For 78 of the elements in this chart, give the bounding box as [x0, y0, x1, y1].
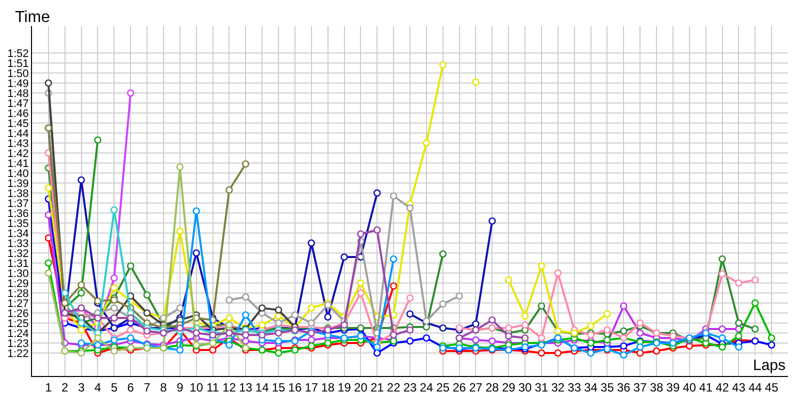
x-tick-label: 43: [732, 380, 746, 394]
x-tick-label: 41: [699, 380, 713, 394]
x-tick-label: 23: [403, 380, 417, 394]
x-tick-label: 3: [78, 380, 85, 394]
y-tick-label: 1:35: [7, 218, 29, 230]
x-tick-label: 26: [452, 380, 466, 394]
y-tick-label: 1:26: [7, 308, 29, 320]
x-tick-label: 44: [748, 380, 762, 394]
y-tick-label: 1:28: [7, 288, 29, 300]
x-tick-label: 35: [600, 380, 614, 394]
x-tick-label: 6: [127, 380, 134, 394]
y-tick-label: 1:29: [7, 278, 29, 290]
x-tick-label: 19: [338, 380, 352, 394]
x-tick-label: 36: [616, 380, 631, 394]
x-tick-label: 13: [238, 380, 253, 394]
x-tick-label: 38: [650, 380, 664, 394]
x-tick-label: 1: [45, 380, 52, 394]
x-tick-label: 20: [354, 380, 368, 394]
y-tick-label: 1:40: [7, 168, 29, 180]
x-tick-label: 8: [160, 380, 168, 394]
y-tick-label: 1:37: [7, 198, 29, 210]
y-tick-label: 1:32: [7, 248, 29, 260]
y-tick-label: 1:47: [7, 98, 29, 110]
x-tick-label: 27: [469, 380, 483, 394]
x-tick-label: 16: [288, 380, 302, 394]
x-tick-label: 15: [272, 380, 286, 394]
y-tick-label: 1:45: [7, 118, 29, 130]
y-tick-label: 1:36: [7, 208, 29, 220]
x-tick-label: 31: [534, 380, 548, 394]
x-tick-label: 45: [764, 380, 779, 394]
x-tick-label: 34: [584, 380, 598, 394]
x-tick-label: 22: [386, 380, 401, 394]
x-tick-label: 24: [420, 380, 434, 394]
y-tick-label: 1:33: [7, 238, 29, 250]
x-tick-label: 32: [551, 380, 565, 394]
y-tick-label: 1:42: [7, 148, 29, 160]
y-tick-label: 1:50: [7, 68, 29, 80]
x-tick-label: 39: [666, 380, 680, 394]
y-tick-label: 1:49: [7, 78, 29, 90]
x-tick-label: 9: [176, 380, 184, 394]
y-tick-label: 1:23: [7, 338, 29, 350]
y-tick-label: 1:31: [7, 258, 29, 270]
x-tick-label: 10: [190, 380, 204, 394]
y-tick-label: 1:46: [7, 108, 29, 120]
y-tick-label: 1:25: [7, 318, 29, 330]
x-tick-label: 5: [110, 380, 118, 394]
y-tick-label: 1:34: [7, 228, 29, 240]
x-tick-label: 42: [716, 380, 730, 394]
y-tick-label: 1:27: [7, 298, 29, 310]
y-tick-label: 1:51: [7, 58, 29, 70]
y-tick-label: 1:30: [7, 268, 29, 280]
x-tick-label: 29: [502, 380, 516, 394]
x-tick-label: 28: [485, 380, 500, 394]
y-tick-label: 1:48: [7, 88, 29, 100]
x-axis-title: Laps: [753, 357, 786, 374]
x-tick-label: 11: [206, 380, 220, 394]
x-tick-label: 40: [682, 380, 696, 394]
y-axis-title: Time: [15, 9, 50, 26]
x-tick-label: 25: [436, 380, 450, 394]
y-tick-label: 1:22: [7, 348, 29, 360]
y-tick-label: 1:41: [7, 158, 29, 170]
x-tick-label: 18: [321, 380, 335, 394]
x-tick-label: 33: [568, 380, 582, 394]
x-tick-label: 30: [518, 380, 532, 394]
x-tick-label: 2: [62, 380, 69, 394]
x-tick-label: 21: [370, 380, 384, 394]
y-tick-label: 1:44: [7, 128, 29, 140]
x-tick-label: 4: [94, 380, 102, 394]
x-tick-label: 37: [633, 380, 648, 394]
x-tick-label: 17: [304, 380, 318, 394]
y-tick-label: 1:38: [7, 188, 29, 200]
y-tick-label: 1:43: [7, 138, 29, 150]
x-tick-label: 7: [144, 380, 151, 394]
y-tick-label: 1:24: [7, 328, 29, 340]
x-tick-label: 14: [255, 380, 270, 394]
y-tick-label: 1:39: [7, 178, 29, 190]
x-tick-label: 12: [222, 380, 236, 394]
y-tick-label: 1:52: [7, 48, 29, 60]
